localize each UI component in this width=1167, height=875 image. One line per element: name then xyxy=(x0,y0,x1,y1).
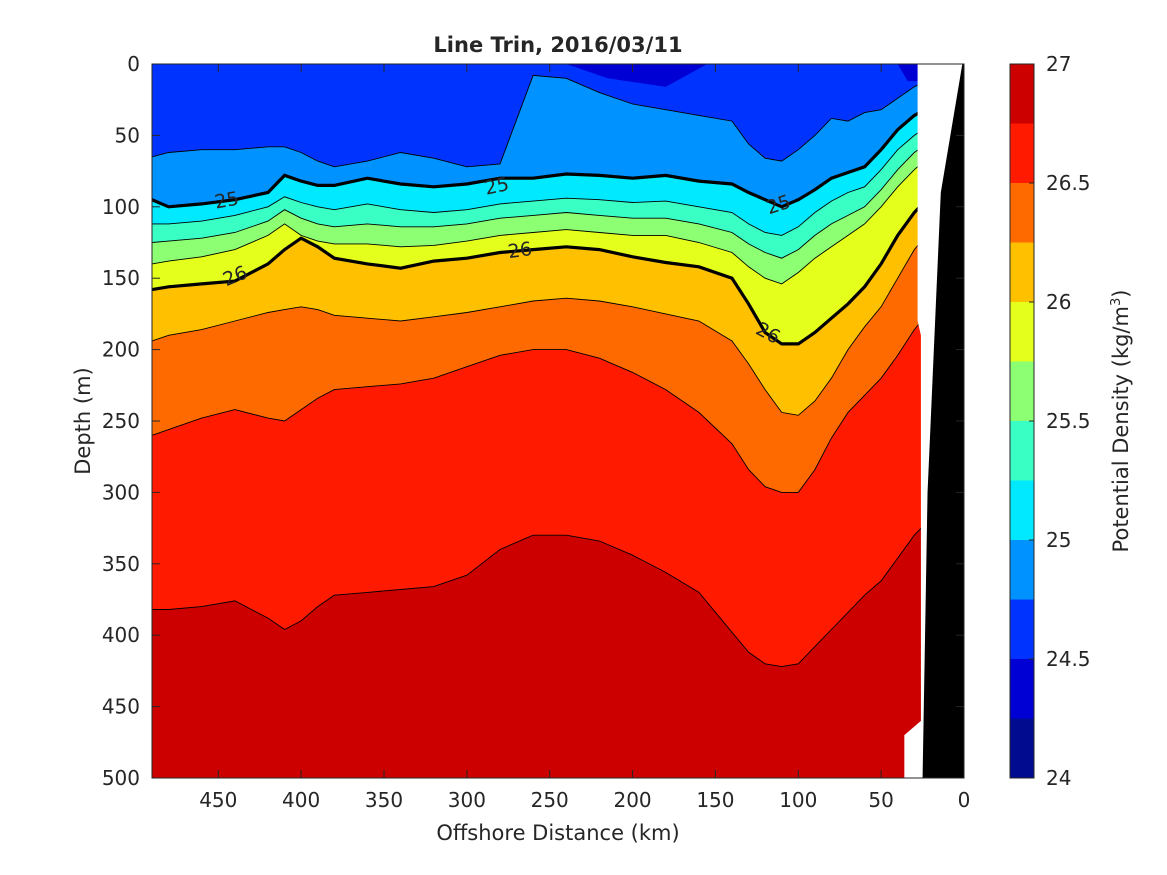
contour-line xyxy=(152,309,932,493)
density-bands xyxy=(152,64,964,778)
colorbar-tick-label: 25 xyxy=(1046,528,1071,552)
colorbar-tick-label: 26 xyxy=(1046,290,1071,314)
x-tick-label: 0 xyxy=(958,788,971,812)
x-tick-label: 150 xyxy=(696,788,734,812)
y-tick-label: 0 xyxy=(127,52,140,76)
colorbar-tick-label: 24 xyxy=(1046,766,1071,790)
y-tick-label: 100 xyxy=(102,195,140,219)
colorbar-tick-label: 25.5 xyxy=(1046,409,1091,433)
y-tick-label: 150 xyxy=(102,266,140,290)
colorbar-segment xyxy=(1010,64,1034,124)
colorbar-label: Potential Density (kg/m3) xyxy=(1109,290,1133,553)
colorbar-segment xyxy=(1010,540,1034,600)
colorbar-label-main: Potential Density (kg/m xyxy=(1109,306,1133,552)
contour-line xyxy=(152,194,933,346)
colorbar-tick-label: 24.5 xyxy=(1046,647,1091,671)
colorbar-segment xyxy=(1010,718,1034,778)
contour-label: 25 xyxy=(483,173,511,200)
y-tick-label: 350 xyxy=(102,552,140,576)
colorbar-segment xyxy=(1010,183,1034,243)
x-axis-label: Offshore Distance (km) xyxy=(436,821,679,845)
y-tick-label: 50 xyxy=(115,123,140,147)
x-tick-label: 100 xyxy=(779,788,817,812)
chart-title: Line Trin, 2016/03/11 xyxy=(433,33,682,57)
x-tick-label: 350 xyxy=(365,788,403,812)
x-tick-label: 450 xyxy=(199,788,237,812)
colorbar-label-end: ) xyxy=(1109,290,1133,298)
colorbar-tick-label: 26.5 xyxy=(1046,171,1091,195)
colorbar-segment xyxy=(1010,361,1034,421)
contour-line xyxy=(152,105,932,209)
y-axis: 0 50 100 150 200 250 300 350 400 450 500 xyxy=(102,52,964,790)
colorbar-segment xyxy=(1010,123,1034,183)
colorbar-label-sup: 3 xyxy=(1109,298,1124,306)
x-tick-label: 400 xyxy=(282,788,320,812)
contour-label: 25 xyxy=(213,188,241,214)
y-tick-label: 250 xyxy=(102,409,140,433)
x-tick-label: 200 xyxy=(613,788,651,812)
colorbar-segment xyxy=(1010,659,1034,719)
contour-line xyxy=(152,140,932,259)
contour-line xyxy=(152,155,932,285)
contour-line xyxy=(152,517,932,668)
colorbar-segment xyxy=(1010,302,1034,362)
colorbar-segment xyxy=(1010,480,1034,540)
contour-line xyxy=(152,229,932,416)
density-band xyxy=(483,64,708,87)
y-tick-label: 300 xyxy=(102,480,140,504)
x-axis: 450 400 350 300 250 200 150 100 50 0 xyxy=(199,64,970,812)
colorbar-tick-label: 27 xyxy=(1046,52,1071,76)
contour-lines xyxy=(152,74,933,668)
x-tick-label: 250 xyxy=(531,788,569,812)
y-tick-label: 450 xyxy=(102,695,140,719)
y-tick-label: 500 xyxy=(102,766,140,790)
colorbar: 27 26.5 26 25.5 25 24.5 24 xyxy=(1009,52,1091,790)
contour-line xyxy=(152,123,932,236)
x-tick-label: 300 xyxy=(448,788,486,812)
y-tick-label: 400 xyxy=(102,623,140,647)
colorbar-segment xyxy=(1010,421,1034,481)
seafloor-mask xyxy=(904,64,964,778)
seafloor-profile xyxy=(922,64,964,778)
contour-line xyxy=(152,74,932,168)
y-axis-label: Depth (m) xyxy=(71,367,95,474)
colorbar-segment xyxy=(1010,242,1034,302)
contour-label: 26 xyxy=(507,238,534,263)
y-tick-label: 200 xyxy=(102,338,140,362)
density-band xyxy=(152,518,964,778)
x-tick-label: 50 xyxy=(868,788,893,812)
colorbar-segment xyxy=(1010,599,1034,659)
